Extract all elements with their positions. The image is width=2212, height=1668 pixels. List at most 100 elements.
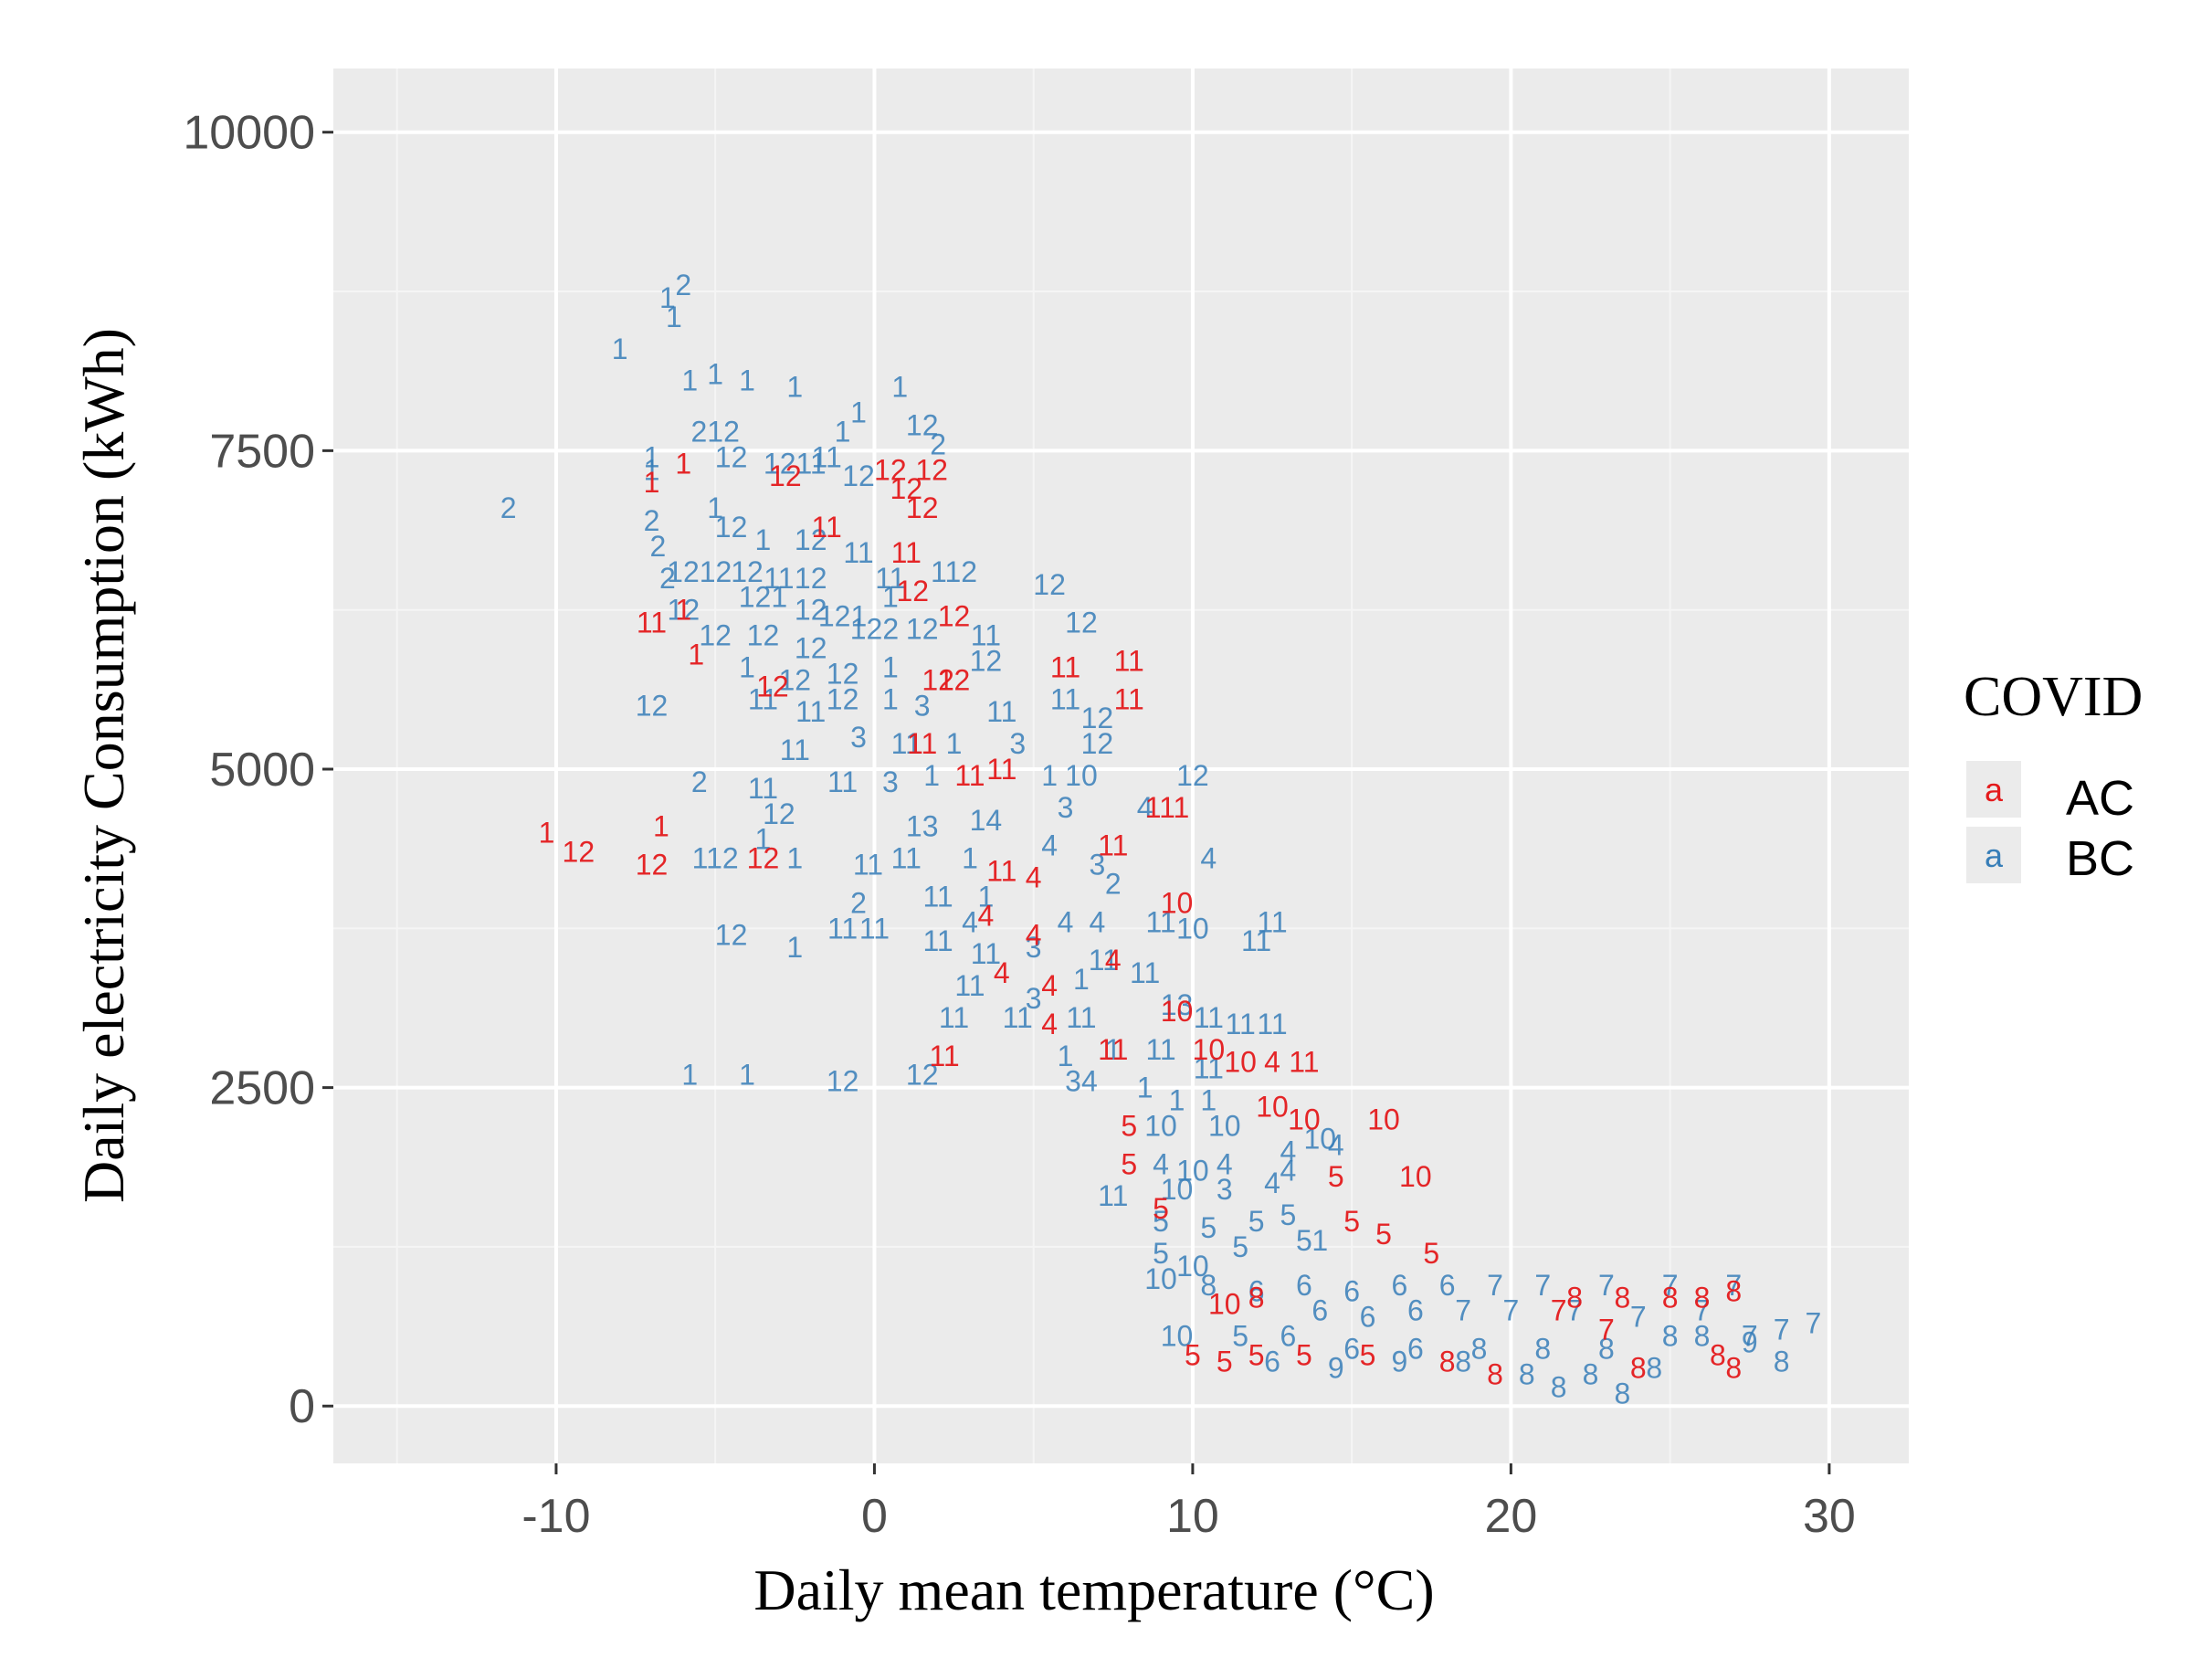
point-bc: 7 xyxy=(1742,1320,1758,1353)
point-ac: 1 xyxy=(539,817,555,850)
point-bc: 4 xyxy=(1280,1154,1297,1187)
point-ac: 5 xyxy=(1328,1160,1344,1193)
point-bc: 1 xyxy=(659,281,676,314)
point-bc: 5 xyxy=(1153,1237,1169,1270)
legend-key-bc-bg xyxy=(1966,827,2021,883)
point-bc: 11 xyxy=(795,695,826,728)
point-bc: 11 xyxy=(891,727,922,760)
point-bc: 11 xyxy=(827,912,858,945)
point-ac: 11 xyxy=(954,759,985,792)
point-bc: 4 xyxy=(1264,1167,1280,1199)
plot-panel xyxy=(333,69,1909,1463)
point-ac: 10 xyxy=(1193,1033,1226,1066)
point-bc: 8 xyxy=(1774,1345,1790,1378)
point-bc: 12 xyxy=(970,644,1003,677)
point-bc: 11 xyxy=(859,912,890,945)
point-bc: 12 xyxy=(1065,607,1098,639)
point-bc: 1 xyxy=(1041,759,1058,792)
point-ac: 5 xyxy=(1248,1338,1265,1371)
point-bc: 3 xyxy=(1089,849,1105,882)
point-bc: 11 xyxy=(853,849,883,882)
point-bc: 4 xyxy=(1041,829,1058,862)
x-tick-label: 0 xyxy=(861,1490,888,1543)
point-ac: 1 xyxy=(653,810,669,843)
point-bc: 2 xyxy=(675,269,691,301)
point-bc: 10 xyxy=(1144,1109,1177,1142)
point-ac: 12 xyxy=(896,575,929,607)
point-bc: 1 xyxy=(1311,1224,1328,1257)
point-ac: 12 xyxy=(563,836,595,869)
point-bc: 11 xyxy=(1226,1008,1256,1040)
point-ac: 5 xyxy=(1296,1338,1312,1371)
point-bc: 11 xyxy=(748,682,778,715)
point-ac: 12 xyxy=(938,663,971,696)
point-bc: 8 xyxy=(1646,1351,1662,1384)
point-bc: 11 xyxy=(923,880,953,913)
point-bc: 6 xyxy=(1296,1269,1312,1302)
point-ac: 4 xyxy=(994,956,1010,989)
point-bc: 1 xyxy=(681,1059,698,1092)
point-bc: 12 xyxy=(795,562,827,595)
point-bc: 12 xyxy=(827,682,859,715)
point-bc: 1 xyxy=(755,823,772,856)
point-bc: 1 xyxy=(644,453,660,486)
y-tick-label: 2500 xyxy=(209,1062,315,1115)
point-bc: 5 xyxy=(1232,1320,1248,1353)
point-ac: 12 xyxy=(747,842,780,875)
legend-entry-bc: a BC xyxy=(1966,827,2134,886)
point-bc: 4 xyxy=(1280,1135,1297,1167)
point-ac: 4 xyxy=(1041,969,1058,1002)
point-ac: 12 xyxy=(938,600,971,633)
point-ac: 4 xyxy=(1264,1046,1280,1079)
point-ac: 4 xyxy=(977,899,994,932)
point-bc: 10 xyxy=(1144,1262,1177,1295)
point-ac: 7 xyxy=(1598,1314,1615,1346)
point-bc: 8 xyxy=(1519,1357,1535,1390)
point-bc: 12 xyxy=(906,1059,939,1092)
point-ac: 8 xyxy=(1248,1282,1265,1314)
point-ac: 10 xyxy=(1256,1091,1289,1124)
point-bc: 112 xyxy=(692,842,739,875)
point-bc: 12 xyxy=(827,1065,859,1098)
point-bc: 6 xyxy=(1280,1320,1297,1353)
point-bc: 8 xyxy=(1455,1345,1471,1378)
point-ac: 5 xyxy=(1185,1338,1201,1371)
point-ac: 10 xyxy=(1399,1160,1432,1193)
point-ac: 10 xyxy=(1224,1046,1257,1079)
point-ac: 5 xyxy=(1375,1218,1392,1251)
point-ac: 4 xyxy=(1041,1008,1058,1040)
point-bc: 6 xyxy=(1248,1275,1265,1308)
point-bc: 7 xyxy=(1725,1269,1742,1302)
point-ac: 12 xyxy=(874,453,907,486)
point-bc: 13 xyxy=(1161,988,1194,1021)
point-bc: 12 xyxy=(906,613,939,646)
x-axis-ticks: -10 0 10 20 30 xyxy=(521,1463,1856,1543)
point-bc: 12 xyxy=(715,918,748,951)
point-bc: 11 xyxy=(1257,1008,1287,1040)
point-ac: 111 xyxy=(1145,791,1190,824)
point-ac: 10 xyxy=(1288,1103,1321,1135)
point-bc: 5 xyxy=(1280,1198,1297,1231)
point-bc: 3 xyxy=(1026,931,1042,964)
point-bc: 10 xyxy=(1065,759,1098,792)
point-bc: 10 xyxy=(1176,1154,1209,1187)
x-tick-label: 30 xyxy=(1803,1490,1856,1543)
point-ac: 1 xyxy=(675,447,691,480)
point-bc: 6 xyxy=(1407,1294,1424,1327)
point-bc: 1 xyxy=(1058,1040,1074,1072)
point-ac: 8 xyxy=(1614,1282,1630,1314)
point-ac: 12 xyxy=(769,459,802,492)
point-bc: 10 xyxy=(1161,1320,1194,1353)
point-bc: 1 xyxy=(835,415,851,448)
point-bc: 1 xyxy=(739,650,755,683)
point-bc: 11 xyxy=(812,440,842,473)
point-bc: 1 xyxy=(786,842,803,875)
point-bc: 1 xyxy=(644,440,660,473)
point-bc: 1 xyxy=(681,364,698,397)
point-bc: 14 xyxy=(970,804,1003,837)
point-ac: 12 xyxy=(906,491,939,524)
legend-title: COVID xyxy=(1964,666,2143,728)
point-ac: 8 xyxy=(1710,1338,1726,1371)
